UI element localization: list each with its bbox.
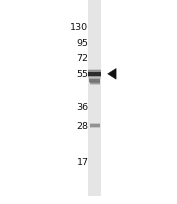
Bar: [90, 81, 100, 86]
Bar: [88, 70, 101, 79]
Bar: [90, 124, 100, 127]
Bar: [88, 0, 101, 196]
Text: 36: 36: [76, 103, 88, 112]
Bar: [90, 83, 100, 85]
Bar: [90, 124, 100, 128]
Text: 130: 130: [70, 23, 88, 32]
Text: 95: 95: [76, 38, 88, 47]
Bar: [89, 79, 100, 83]
Text: 55: 55: [76, 70, 88, 79]
Bar: [88, 72, 101, 77]
Bar: [90, 123, 100, 129]
Polygon shape: [108, 69, 116, 80]
Text: 17: 17: [76, 158, 88, 167]
Text: 72: 72: [76, 54, 88, 63]
Bar: [89, 80, 100, 82]
Bar: [89, 78, 100, 84]
Bar: [90, 82, 100, 85]
Text: 28: 28: [76, 121, 88, 130]
Bar: [88, 71, 101, 78]
